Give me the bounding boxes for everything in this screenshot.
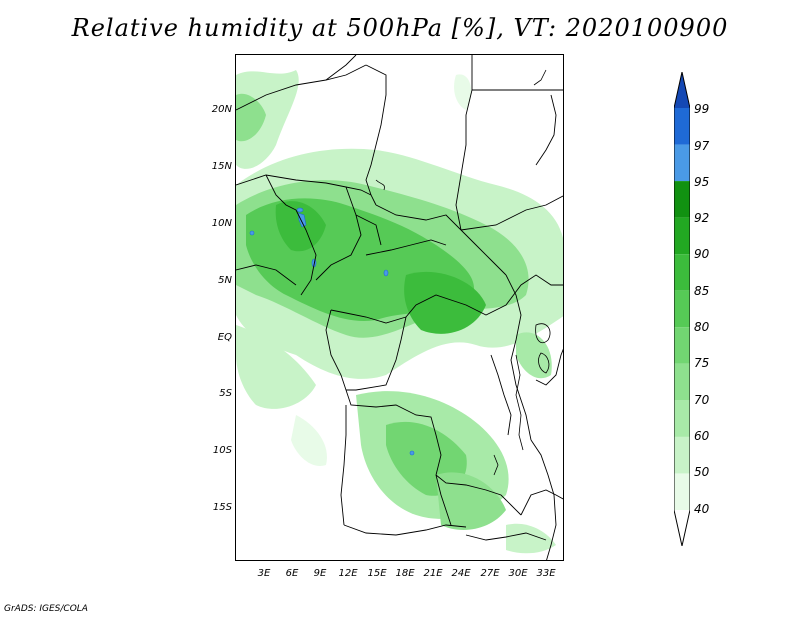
colorbar-label-99: 99 [694, 102, 710, 116]
lat-label-5n: 5N [218, 275, 232, 286]
lat-label-20n: 20N [211, 104, 232, 115]
colorbar-label-92: 92 [694, 211, 710, 225]
colorbar-band-99-up [674, 72, 690, 108]
colorbar-label-40: 40 [694, 502, 710, 516]
lat-label-eq: EQ [217, 332, 232, 343]
map-panel [235, 54, 564, 561]
colorbar-label-97: 97 [694, 139, 710, 153]
colorbar-label-70: 70 [694, 393, 710, 407]
lon-label-21e: 21E [423, 568, 443, 579]
colorbar-label-80: 80 [694, 320, 710, 334]
lon-label-15e: 15E [367, 568, 387, 579]
lon-label-6e: 6E [285, 568, 299, 579]
grads-credit: GrADS: IGES/COLA [4, 604, 88, 614]
lon-label-24e: 24E [451, 568, 471, 579]
map-title: Relative humidity at 500hPa [%], VT: 202… [71, 14, 729, 42]
colorbar-label-75: 75 [694, 356, 710, 370]
colorbar-band-70-75 [674, 363, 690, 401]
colorbar-label-85: 85 [694, 284, 710, 298]
lat-label-10s: 10S [212, 445, 232, 456]
colorbar-band-97-99 [674, 108, 690, 145]
colorbar-band-92-95 [674, 181, 690, 218]
lat-label-5s: 5S [219, 388, 232, 399]
colorbar-label-60: 60 [694, 429, 710, 443]
colorbar-band-50-60 [674, 436, 690, 474]
colorbar-band-40-50 [674, 473, 690, 510]
colorbar-label-90: 90 [694, 247, 710, 261]
lon-label-30e: 30E [508, 568, 528, 579]
colorbar-band-85-90 [674, 254, 690, 291]
lon-label-33e: 33E [536, 568, 556, 579]
colorbar-label-50: 50 [694, 465, 710, 479]
colorbar-band-below-40 [674, 510, 690, 546]
lon-label-12e: 12E [338, 568, 358, 579]
colorbar-band-95-97 [674, 144, 690, 182]
humidity-field [236, 55, 563, 560]
lat-label-15s: 15S [212, 502, 232, 513]
colorbar-band-60-70 [674, 400, 690, 437]
lon-label-18e: 18E [395, 568, 415, 579]
lon-label-27e: 27E [480, 568, 500, 579]
lat-label-10n: 10N [211, 218, 232, 229]
colorbar [674, 72, 690, 546]
lat-label-15n: 15N [211, 161, 232, 172]
lon-label-3e: 3E [257, 568, 271, 579]
colorbar-band-75-80 [674, 327, 690, 364]
colorbar-label-95: 95 [694, 175, 710, 189]
colorbar-band-80-85 [674, 290, 690, 328]
lon-label-9e: 9E [313, 568, 327, 579]
colorbar-band-90-92 [674, 217, 690, 255]
